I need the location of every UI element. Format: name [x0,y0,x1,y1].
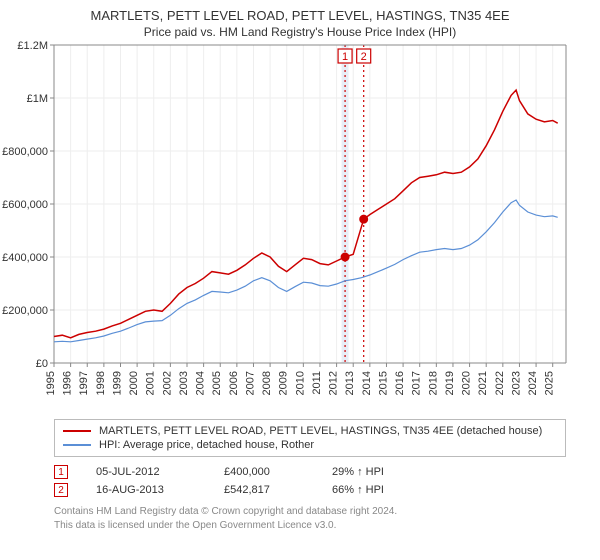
x-tick-label: 2012 [328,371,340,395]
x-tick-label: 1995 [45,371,57,395]
x-tick-label: 2008 [261,371,273,395]
x-tick-label: 2003 [178,371,190,395]
sales-price: £542,817 [224,484,304,496]
x-tick-label: 2020 [461,371,473,395]
y-tick-label: £400,000 [2,252,48,264]
x-tick-label: 2018 [427,371,439,395]
series-hpi [54,200,558,342]
y-tick-label: £0 [36,358,48,370]
y-tick-label: £800,000 [2,146,48,158]
sale-marker-badge-text: 1 [342,51,348,63]
sales-date: 05-JUL-2012 [96,466,196,478]
y-tick-label: £200,000 [2,305,48,317]
legend-item: HPI: Average price, detached house, Roth… [63,438,557,452]
x-tick-label: 2023 [510,371,522,395]
x-tick-label: 2004 [195,371,207,395]
x-tick-label: 2021 [477,371,489,395]
sale-marker-dot [360,215,368,223]
legend-label: HPI: Average price, detached house, Roth… [99,439,314,451]
x-tick-label: 2000 [128,371,140,395]
sales-price: £400,000 [224,466,304,478]
legend-item: MARTLETS, PETT LEVEL ROAD, PETT LEVEL, H… [63,424,557,438]
sales-vs-hpi: 29% ↑ HPI [332,466,442,478]
sales-table: 1 05-JUL-2012 £400,000 29% ↑ HPI 2 16-AUG-201… [54,463,566,499]
x-tick-label: 2010 [294,371,306,395]
x-tick-label: 2017 [411,371,423,395]
footer-attribution: Contains HM Land Registry data © Crown c… [54,505,566,532]
legend-label: MARTLETS, PETT LEVEL ROAD, PETT LEVEL, H… [99,425,542,437]
x-tick-label: 2019 [444,371,456,395]
x-tick-label: 2001 [145,371,157,395]
sale-marker-dot [341,253,349,261]
footer-line2: This data is licensed under the Open Gov… [54,519,566,533]
x-tick-label: 2013 [344,371,356,395]
chart-area: £0 £200,000 £400,000 £600,000 £800,000 £1M £1.… [0,39,600,419]
x-tick-label: 1996 [62,371,74,395]
chart-title-block: MARTLETS, PETT LEVEL ROAD, PETT LEVEL, H… [0,0,600,39]
x-tick-label: 2014 [361,371,373,395]
legend-swatch [63,444,91,446]
sales-row: 1 05-JUL-2012 £400,000 29% ↑ HPI [54,463,566,481]
x-tick-label: 2007 [244,371,256,395]
x-tick-label: 2002 [161,371,173,395]
sale-marker-badge-text: 2 [361,51,367,63]
y-tick-label: £1.2M [17,40,48,52]
series-property [54,90,558,338]
chart-title-line1: MARTLETS, PETT LEVEL ROAD, PETT LEVEL, H… [0,8,600,23]
x-tick-label: 2005 [211,371,223,395]
footer-line1: Contains HM Land Registry data © Crown c… [54,505,566,519]
chart-svg: £0 £200,000 £400,000 £600,000 £800,000 £1M £1.… [0,39,600,419]
legend-swatch [63,430,91,432]
x-tick-label: 2025 [544,371,556,395]
sales-badge: 1 [54,465,68,479]
x-tick-label: 2015 [377,371,389,395]
x-tick-label: 2011 [311,371,323,395]
y-tick-label: £600,000 [2,199,48,211]
x-tick-label: 2009 [278,371,290,395]
x-tick-label: 2006 [228,371,240,395]
sales-row: 2 16-AUG-2013 £542,817 66% ↑ HPI [54,481,566,499]
y-tick-label: £1M [27,93,48,105]
sales-date: 16-AUG-2013 [96,484,196,496]
x-tick-label: 1999 [111,371,123,395]
x-tick-label: 2024 [527,371,539,395]
x-tick-label: 2022 [494,371,506,395]
x-tick-label: 1997 [78,371,90,395]
x-tick-label: 2016 [394,371,406,395]
sales-vs-hpi: 66% ↑ HPI [332,484,442,496]
x-tick-label: 1998 [95,371,107,395]
legend: MARTLETS, PETT LEVEL ROAD, PETT LEVEL, H… [54,419,566,457]
chart-title-line2: Price paid vs. HM Land Registry's House … [0,25,600,39]
sales-badge: 2 [54,483,68,497]
